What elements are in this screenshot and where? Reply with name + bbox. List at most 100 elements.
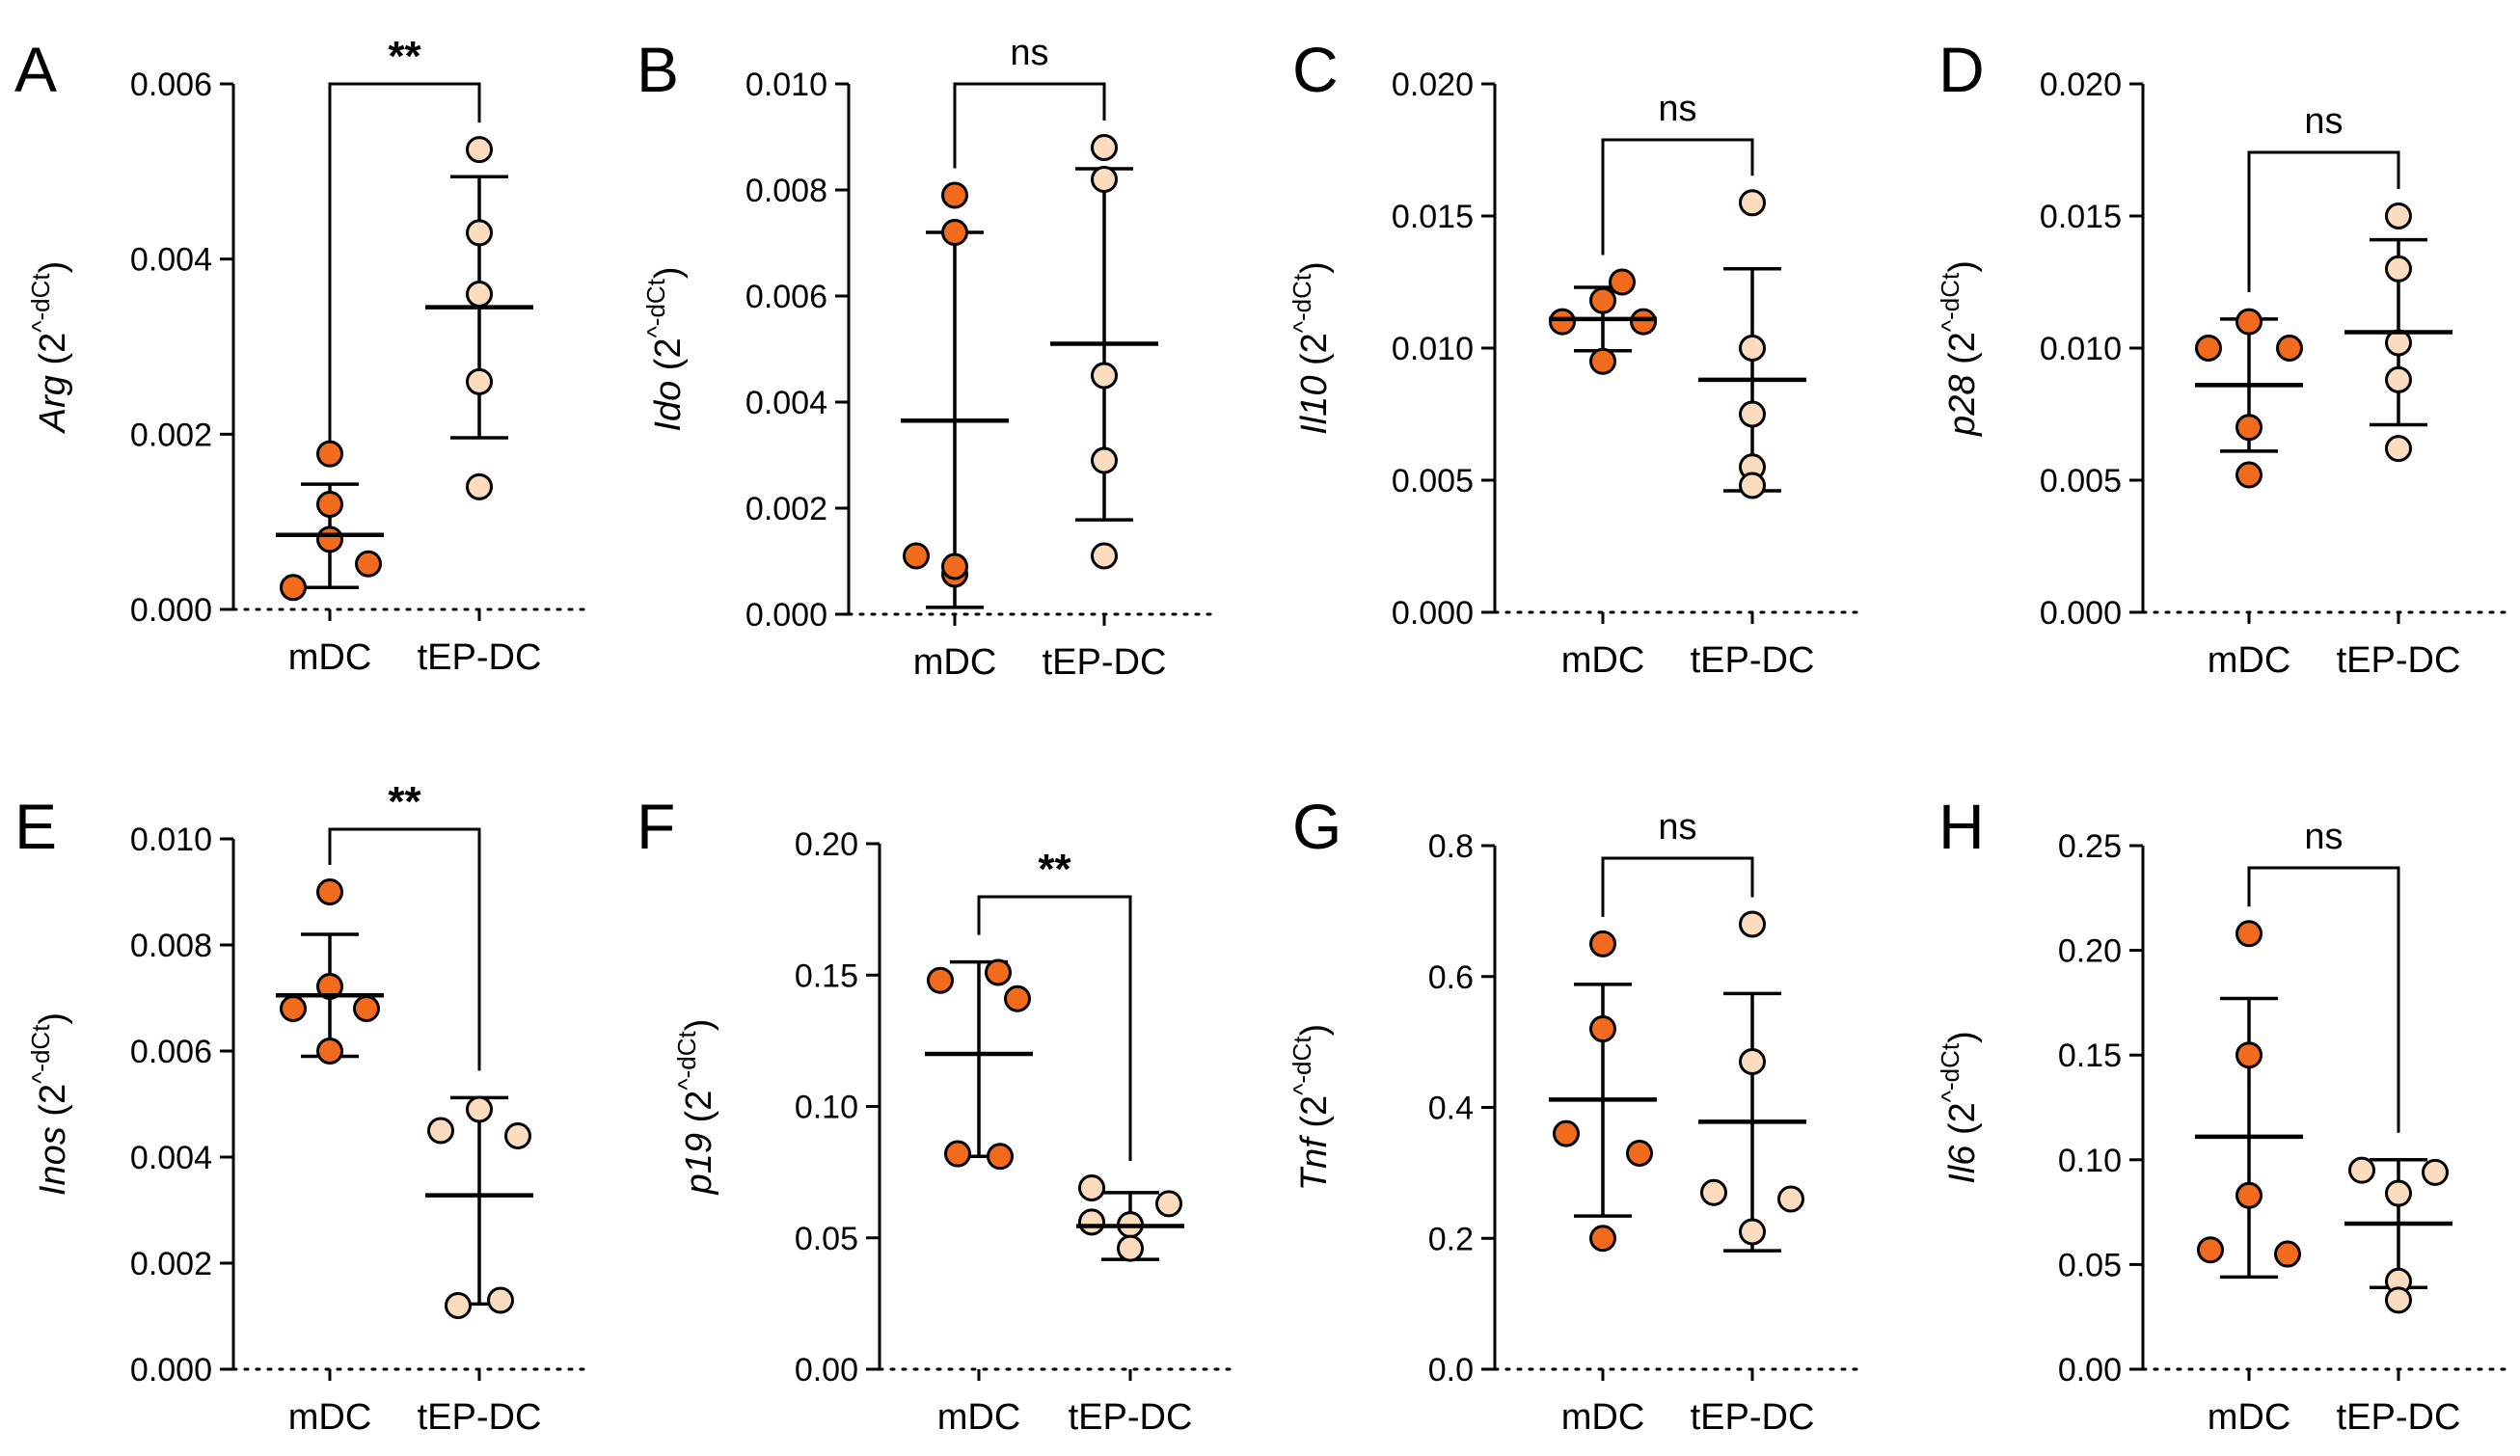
y-tick-label: 0.2: [1428, 1221, 1474, 1257]
data-point: [466, 367, 493, 395]
data-point: [2276, 335, 2303, 362]
significance-label: ns: [2304, 817, 2343, 857]
significance-bracket: [953, 82, 1106, 169]
significance-label: **: [388, 778, 421, 825]
group-tep-dc: [2344, 1156, 2452, 1314]
data-point: [941, 553, 968, 580]
data-point: [316, 491, 343, 518]
y-tick-label: 0.020: [2040, 67, 2122, 103]
x-tick-label: tEP-DC: [1691, 640, 1815, 681]
y-tick-label: 0.002: [745, 491, 827, 527]
y-tick-label: 0.20: [2058, 933, 2122, 970]
data-point: [2235, 308, 2263, 336]
data-point: [1091, 166, 1118, 193]
data-point: [1609, 268, 1636, 296]
data-point: [316, 526, 343, 553]
data-point: [1117, 1234, 1144, 1262]
data-point: [1589, 286, 1616, 314]
x-tick-label: mDC: [2208, 640, 2291, 681]
data-point: [2385, 1179, 2412, 1207]
data-point: [2274, 1240, 2301, 1268]
y-tick-label: 0.005: [1392, 463, 1474, 499]
y-tick-label: 0.0: [1428, 1352, 1474, 1389]
data-point: [1155, 1190, 1182, 1218]
data-point: [1739, 400, 1766, 428]
x-tick-label: mDC: [937, 1397, 1021, 1438]
data-point: [1739, 335, 1766, 362]
y-axis-unit-exponent: ^-dCt: [1936, 1042, 1965, 1102]
data-point: [985, 958, 1012, 986]
y-axis-unit-exponent: ^-dCt: [641, 278, 670, 337]
y-tick-label: 0.010: [745, 67, 827, 103]
panel-letter: G: [1292, 791, 1341, 862]
y-axis-unit-close: ): [33, 261, 73, 274]
y-tick-label: 0.00: [2058, 1352, 2122, 1389]
y-tick-label: 0.000: [130, 1352, 212, 1389]
group-tep-dc: [1076, 1173, 1184, 1262]
data-point: [316, 878, 343, 905]
significance-bracket: [977, 895, 1132, 1161]
data-point: [1553, 1119, 1580, 1147]
y-axis-unit: (2: [1942, 332, 1983, 364]
y-tick-label: 0.004: [745, 385, 827, 421]
y-axis-gene: Arg: [33, 365, 73, 435]
data-point: [280, 995, 307, 1022]
y-axis-unit: (2: [1294, 333, 1335, 365]
significance-bracket: [2247, 150, 2400, 292]
group-tep-dc: [1698, 910, 1806, 1253]
y-tick-label: 0.005: [2040, 463, 2122, 499]
data-point: [1739, 472, 1766, 499]
significance-bracket: [1601, 138, 1754, 256]
significance-bracket: [328, 82, 481, 443]
y-axis-label: Tnf (2^-dCt): [1287, 1024, 1335, 1191]
significance-label: ns: [1010, 33, 1048, 73]
data-point: [987, 1143, 1014, 1171]
group-mdc: [901, 181, 1009, 609]
y-axis-unit-close: ): [33, 1012, 73, 1025]
significance-bracket: [1601, 856, 1754, 917]
data-point: [487, 1286, 514, 1314]
data-point: [353, 995, 380, 1022]
data-point: [1078, 1208, 1105, 1236]
x-tick-label: tEP-DC: [418, 1397, 542, 1438]
y-axis-unit-close: ): [679, 1019, 719, 1032]
x-tick-label: tEP-DC: [1691, 1397, 1815, 1438]
panel-g: G 0.0 0.2 0.4 0.6 0.8 mDC tEP-DC Tnf (2^-dCt) ns: [1287, 791, 1860, 1438]
y-axis-unit: (2: [33, 333, 73, 365]
y-tick-label: 0.010: [130, 822, 212, 858]
group-mdc: [1549, 930, 1657, 1253]
y-tick-label: 0.015: [2040, 199, 2122, 235]
data-point: [2385, 255, 2412, 283]
panel-letter: A: [14, 34, 57, 105]
data-point: [1630, 308, 1657, 336]
data-point: [2385, 435, 2412, 463]
y-tick-label: 0.006: [130, 1034, 212, 1070]
y-tick-label: 0.004: [130, 242, 212, 279]
x-tick-label: mDC: [1561, 640, 1645, 681]
group-mdc: [1549, 268, 1657, 375]
y-axis-unit-close: ): [1294, 1024, 1335, 1037]
data-point: [1739, 189, 1766, 217]
data-point: [927, 966, 954, 994]
data-point: [2235, 920, 2263, 948]
group-tep-dc: [2344, 202, 2452, 463]
group-mdc: [2195, 920, 2303, 1280]
data-point: [1091, 362, 1118, 390]
data-point: [466, 219, 493, 247]
y-axis-unit: (2: [679, 1091, 719, 1123]
y-tick-label: 0.010: [2040, 331, 2122, 367]
y-tick-label: 0.15: [2058, 1038, 2122, 1074]
data-point: [2385, 365, 2412, 393]
y-axis-unit-exponent: ^-dCt: [26, 1024, 55, 1084]
data-point: [427, 1117, 454, 1145]
y-axis-gene: Ido: [648, 370, 689, 431]
y-axis-label: Ido (2^-dCt): [641, 266, 689, 431]
y-tick-label: 0.4: [1428, 1091, 1474, 1127]
panel-a: A 0.000 0.002 0.004 0.006 mDC tEP-DC Arg (2^-dC…: [14, 33, 587, 678]
y-axis-label: p19 (2^-dCt): [672, 1019, 719, 1196]
significance-label: ns: [2304, 101, 2343, 142]
y-tick-label: 0.20: [795, 826, 858, 863]
data-point: [504, 1122, 531, 1149]
data-point: [2235, 414, 2263, 442]
